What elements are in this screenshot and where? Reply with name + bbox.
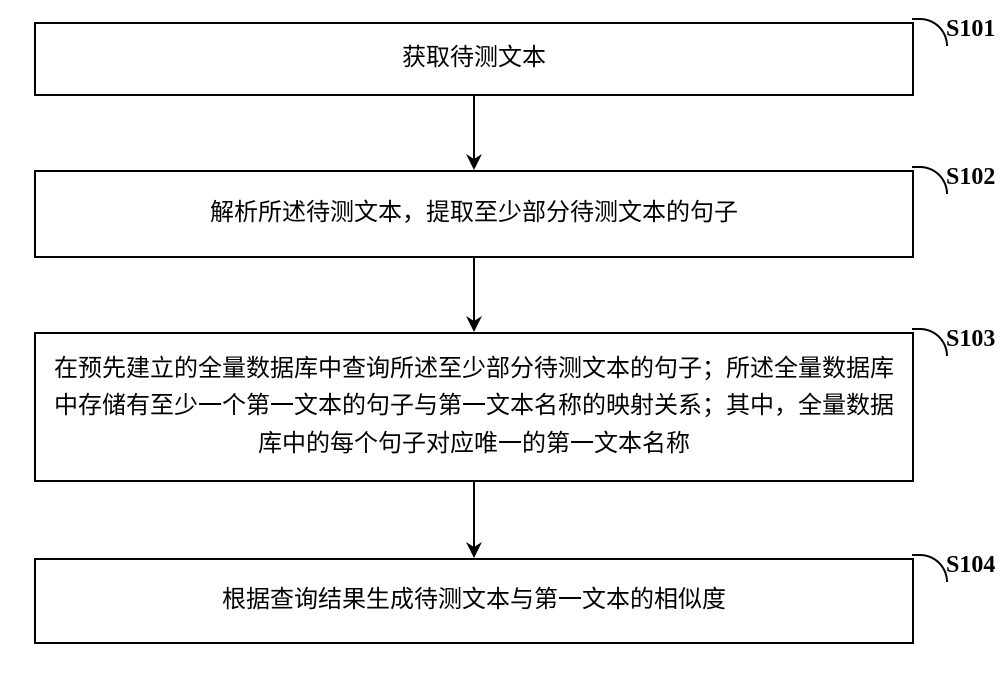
flow-node-s103-text: 在预先建立的全量数据库中查询所述至少部分待测文本的句子；所述全量数据库中存储有至… — [52, 351, 896, 463]
flow-node-s104-text: 根据查询结果生成待测文本与第一文本的相似度 — [222, 582, 726, 619]
flow-node-s101: 获取待测文本 — [34, 22, 914, 96]
flow-node-s103: 在预先建立的全量数据库中查询所述至少部分待测文本的句子；所述全量数据库中存储有至… — [34, 332, 914, 482]
label-connector-s102 — [912, 166, 948, 194]
step-label-s101: S101 — [946, 16, 995, 43]
flow-node-s101-text: 获取待测文本 — [402, 40, 546, 77]
flowchart-canvas: 获取待测文本 S101 解析所述待测文本，提取至少部分待测文本的句子 S102 … — [0, 0, 1000, 677]
label-connector-s103 — [912, 328, 948, 356]
step-label-s104: S104 — [946, 552, 995, 579]
flow-node-s104: 根据查询结果生成待测文本与第一文本的相似度 — [34, 558, 914, 644]
label-connector-s104 — [912, 554, 948, 582]
step-label-s102: S102 — [946, 164, 995, 191]
flow-node-s102: 解析所述待测文本，提取至少部分待测文本的句子 — [34, 170, 914, 258]
flow-node-s102-text: 解析所述待测文本，提取至少部分待测文本的句子 — [210, 195, 738, 232]
label-connector-s101 — [912, 18, 948, 46]
step-label-s103: S103 — [946, 326, 995, 353]
